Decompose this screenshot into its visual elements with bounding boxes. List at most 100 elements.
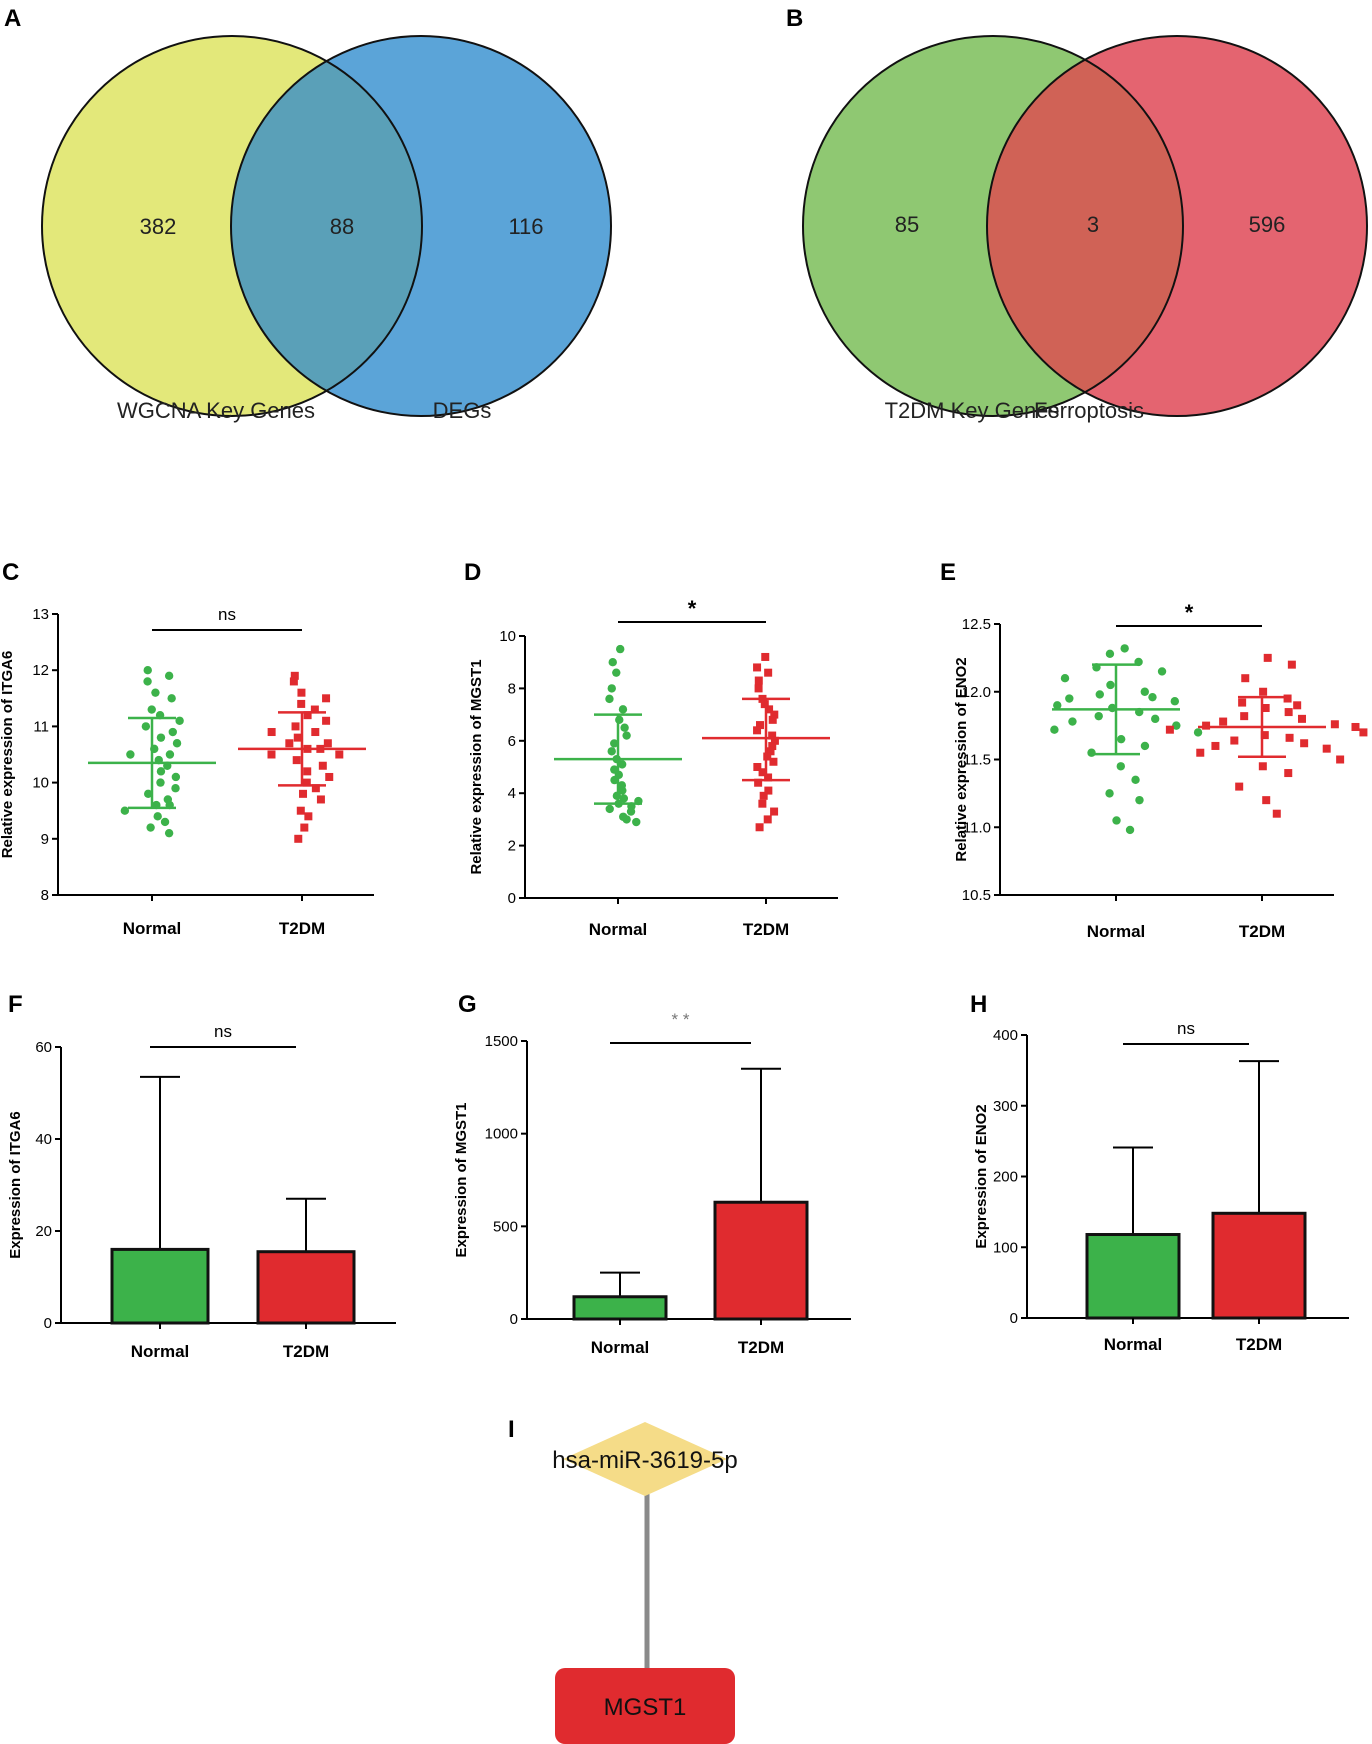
data-point-c-t2dm — [316, 795, 325, 804]
data-point-e-normal — [1068, 717, 1077, 726]
category-label-d: T2DM — [743, 920, 789, 939]
data-point-c-normal — [153, 812, 162, 821]
venn-intersection-b — [987, 36, 1183, 416]
bar-h-t2dm — [1211, 1211, 1307, 1320]
y-tick-label-e: 12.0 — [962, 684, 991, 701]
y-tick-label-e: 11.5 — [963, 752, 991, 769]
data-point-c-t2dm — [297, 699, 306, 708]
data-point-d-normal — [605, 694, 614, 704]
data-point-c-normal — [141, 722, 151, 731]
data-point-c-normal — [167, 694, 176, 703]
venn-outline-right-b — [986, 35, 1368, 417]
data-point-d-t2dm — [769, 757, 778, 766]
data-point-d-t2dm — [770, 807, 779, 816]
panel-label-g: G — [458, 991, 477, 1018]
data-point-e-t2dm — [1330, 720, 1339, 729]
data-point-e-normal — [1172, 721, 1181, 730]
significance-label-g: * * — [672, 1010, 690, 1029]
venn-outline-right-a — [230, 35, 612, 417]
significance-label-f: ns — [214, 1022, 232, 1041]
data-point-e-t2dm — [1297, 714, 1306, 723]
data-point-c-normal — [156, 767, 166, 776]
y-tick-label-d: 6 — [508, 733, 516, 750]
data-point-d-t2dm — [759, 791, 768, 800]
data-point-d-normal — [607, 747, 616, 756]
data-point-e-normal — [1151, 714, 1160, 724]
y-tick-label-e: 10.5 — [962, 887, 991, 904]
venn-label-left-b: T2DM Key Genes — [885, 398, 1060, 423]
data-point-c-normal — [151, 688, 160, 697]
mirna-node-diamond — [563, 1422, 727, 1496]
data-point-d-normal — [632, 817, 641, 827]
data-point-e-t2dm — [1285, 733, 1294, 742]
data-point-c-normal — [147, 705, 156, 714]
data-point-c-t2dm — [311, 728, 320, 737]
data-point-c-normal — [126, 750, 135, 759]
data-point-d-normal — [612, 668, 621, 677]
data-point-c-normal — [171, 772, 181, 782]
venn-label-left-a: WGCNA Key Genes — [117, 398, 315, 423]
bar-g-normal — [572, 1295, 668, 1321]
data-point-e-normal — [1053, 701, 1062, 710]
data-point-c-normal — [156, 778, 165, 787]
data-point-c-normal — [156, 733, 166, 742]
y-tick-label-g: 0 — [510, 1311, 518, 1328]
data-point-e-normal — [1087, 748, 1096, 757]
category-label-e: T2DM — [1239, 922, 1285, 941]
y-tick-label-d: 8 — [508, 680, 516, 697]
data-point-d-normal — [610, 739, 619, 748]
significance-label-c: ns — [218, 605, 236, 624]
y-tick-label-g: 1500 — [485, 1033, 518, 1050]
bar-g-t2dm — [713, 1200, 809, 1321]
y-axis-label-f: Expression of ITGA6 — [7, 1111, 24, 1259]
bar-f-t2dm — [256, 1250, 356, 1325]
data-point-d-normal — [617, 760, 627, 769]
data-point-d-t2dm — [764, 773, 773, 782]
bar-f-normal — [110, 1247, 210, 1325]
data-point-d-t2dm — [765, 705, 774, 714]
data-point-e-normal — [1116, 762, 1125, 771]
data-point-e-t2dm — [1238, 698, 1247, 707]
data-point-e-normal — [1148, 692, 1157, 702]
y-tick-label-d: 10 — [499, 628, 516, 645]
data-point-e-t2dm — [1211, 741, 1220, 750]
y-tick-label-c: 12 — [32, 662, 49, 679]
venn-count-right-b: 596 — [1249, 212, 1286, 237]
y-tick-label-c: 9 — [41, 831, 49, 848]
panel-label-e: E — [940, 559, 956, 586]
data-point-e-t2dm — [1283, 694, 1292, 703]
data-point-c-t2dm — [289, 677, 298, 686]
category-label-c: Normal — [123, 919, 182, 938]
category-label-h: Normal — [1104, 1335, 1163, 1354]
data-point-e-t2dm — [1219, 717, 1228, 726]
category-label-h: T2DM — [1236, 1335, 1282, 1354]
mirna-node-label: hsa-miR-3619-5p — [552, 1447, 737, 1474]
data-point-d-t2dm — [753, 726, 762, 735]
data-point-e-t2dm — [1300, 739, 1309, 748]
data-point-e-normal — [1106, 680, 1115, 690]
data-point-e-normal — [1135, 795, 1144, 805]
y-axis-label-g: Expression of MGST1 — [453, 1102, 470, 1257]
category-label-g: Normal — [591, 1338, 650, 1357]
data-point-e-t2dm — [1259, 687, 1268, 696]
y-tick-label-e: 12.5 — [962, 616, 991, 633]
y-tick-label-g: 500 — [493, 1218, 518, 1235]
data-point-c-t2dm — [304, 812, 313, 821]
data-point-e-t2dm — [1284, 708, 1293, 717]
data-point-d-normal — [607, 684, 616, 693]
data-point-e-normal — [1094, 711, 1103, 721]
gene-node-label: MGST1 — [604, 1694, 687, 1721]
data-point-d-normal — [622, 815, 631, 824]
data-point-c-t2dm — [311, 784, 320, 793]
data-point-c-t2dm — [267, 728, 276, 737]
data-point-c-t2dm — [318, 761, 327, 770]
y-axis-label-h: Expression of ENO2 — [973, 1104, 990, 1248]
data-point-e-t2dm — [1284, 769, 1293, 778]
data-point-e-t2dm — [1293, 701, 1302, 710]
y-tick-label-c: 13 — [32, 606, 49, 623]
data-point-c-t2dm — [285, 739, 294, 748]
panel-label-c: C — [2, 559, 19, 586]
data-point-e-t2dm — [1258, 762, 1267, 771]
venn-outline-left-a — [41, 35, 423, 417]
